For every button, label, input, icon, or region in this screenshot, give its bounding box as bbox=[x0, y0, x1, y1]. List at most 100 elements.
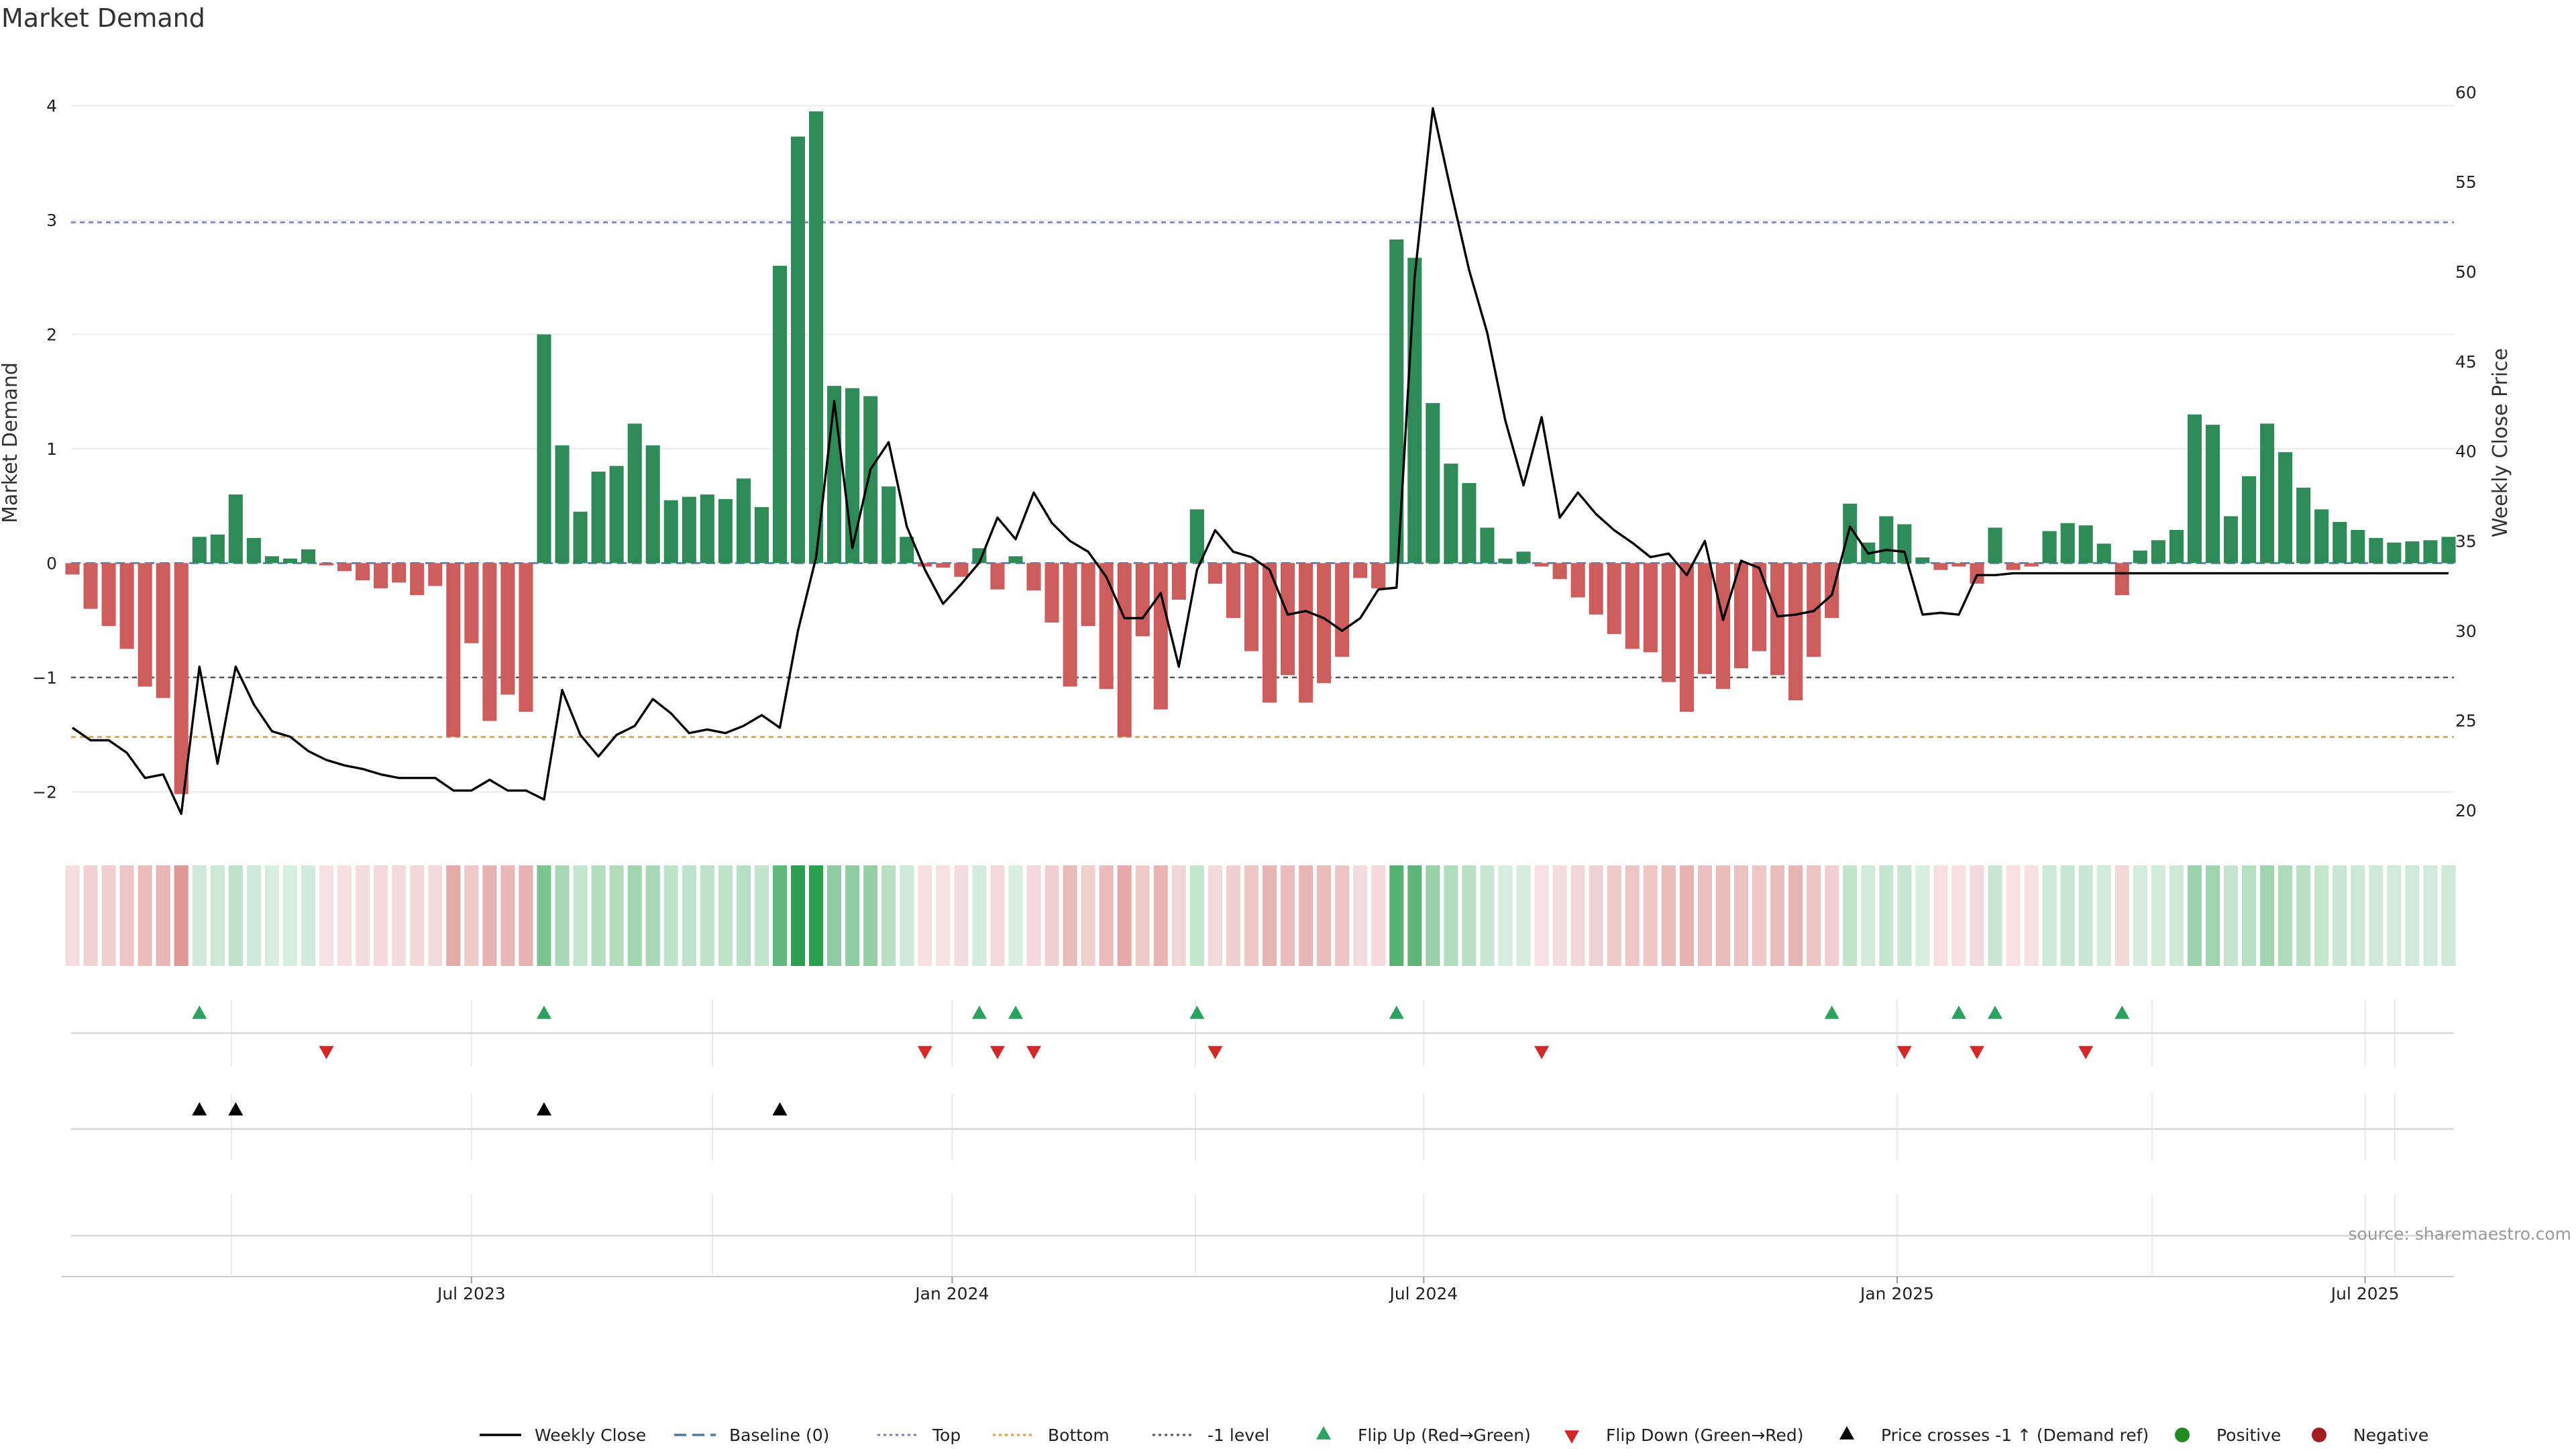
heat-cell bbox=[1607, 865, 1621, 966]
heat-cell bbox=[827, 865, 842, 966]
y2-tick-label: 55 bbox=[2455, 172, 2477, 192]
heat-cell bbox=[682, 865, 696, 966]
price-cross-panel bbox=[71, 1093, 2454, 1161]
demand-bar bbox=[645, 445, 660, 564]
flip-down-marker bbox=[1970, 1046, 1985, 1059]
demand-bar bbox=[2151, 540, 2165, 564]
heat-cell bbox=[2296, 865, 2311, 966]
heat-cell bbox=[645, 865, 660, 966]
heat-cell bbox=[1335, 865, 1350, 966]
heat-cell bbox=[627, 865, 642, 966]
heat-cell bbox=[1244, 865, 1259, 966]
demand-bar bbox=[790, 136, 806, 564]
demand-bars bbox=[65, 111, 2456, 794]
demand-bar bbox=[1752, 563, 1767, 651]
demand-bar bbox=[555, 445, 570, 564]
demand-bar bbox=[174, 563, 189, 794]
demand-bar bbox=[1135, 563, 1150, 637]
heat-cell bbox=[1625, 865, 1640, 966]
heat-cell bbox=[1843, 865, 1858, 966]
heat-cell bbox=[2133, 865, 2147, 966]
flip-up-marker bbox=[971, 1006, 987, 1019]
heat-cell bbox=[119, 865, 134, 966]
heat-cell bbox=[2260, 865, 2275, 966]
demand-bar bbox=[573, 511, 588, 564]
flip-down-marker bbox=[1534, 1046, 1550, 1059]
demand-bar bbox=[1480, 527, 1495, 564]
legend-label: Negative bbox=[2353, 1426, 2428, 1445]
flip-down-marker bbox=[2078, 1046, 2094, 1059]
y2-tick-label: 20 bbox=[2455, 801, 2477, 820]
demand-bar bbox=[1353, 563, 1368, 578]
y-tick-label: 1 bbox=[46, 439, 57, 459]
heat-cell bbox=[1063, 865, 1077, 966]
heat-cell bbox=[1552, 865, 1567, 966]
heat-cell bbox=[1371, 865, 1386, 966]
demand-bar bbox=[319, 563, 334, 566]
legend-label: Positive bbox=[2216, 1426, 2281, 1445]
legend-label: Price crosses -1 ↑ (Demand ref) bbox=[1881, 1426, 2149, 1445]
heat-cell bbox=[918, 865, 932, 966]
heat-cell bbox=[264, 865, 279, 966]
x-tick-label: Jan 2024 bbox=[914, 1284, 989, 1303]
heat-cell bbox=[1788, 865, 1803, 966]
demand-bar bbox=[682, 496, 696, 564]
y-tick-label: 3 bbox=[46, 211, 57, 230]
demand-bar bbox=[410, 563, 425, 596]
heat-cell bbox=[1444, 865, 1458, 966]
demand-bar bbox=[83, 563, 98, 609]
demand-bar bbox=[356, 563, 370, 580]
demand-bar bbox=[2351, 529, 2365, 564]
heat-cell bbox=[954, 865, 969, 966]
demand-bar bbox=[428, 563, 443, 586]
demand-bar bbox=[1099, 563, 1114, 689]
flip-down-marker bbox=[319, 1046, 334, 1059]
heat-cell bbox=[192, 865, 207, 966]
demand-bar bbox=[700, 494, 714, 564]
y2-tick-label: 45 bbox=[2455, 352, 2477, 372]
demand-bar bbox=[1733, 563, 1749, 669]
demand-bar bbox=[772, 266, 788, 564]
heat-cell bbox=[1008, 865, 1023, 966]
heat-cell bbox=[392, 865, 407, 966]
demand-bar bbox=[1226, 563, 1240, 619]
demand-bar bbox=[1498, 558, 1513, 564]
legend-swatch bbox=[2312, 1428, 2326, 1442]
heat-cell bbox=[573, 865, 588, 966]
demand-bar bbox=[2296, 487, 2311, 564]
heat-cell bbox=[2369, 865, 2383, 966]
heat-cell bbox=[845, 865, 860, 966]
demand-bar bbox=[2060, 523, 2075, 564]
demand-bar bbox=[1063, 563, 1077, 687]
y2-tick-label: 40 bbox=[2455, 442, 2477, 462]
demand-bar bbox=[1770, 563, 1785, 676]
heat-cell bbox=[936, 865, 951, 966]
demand-bar bbox=[2278, 452, 2293, 564]
demand-bar bbox=[210, 534, 225, 564]
heat-cell bbox=[482, 865, 497, 966]
demand-bar bbox=[392, 563, 407, 583]
heat-cell bbox=[2169, 865, 2184, 966]
heat-cell bbox=[1226, 865, 1240, 966]
demand-bar bbox=[2169, 529, 2184, 564]
heat-cell bbox=[1915, 865, 1930, 966]
demand-bar bbox=[1407, 258, 1422, 564]
chart-title: Market Demand bbox=[1, 3, 205, 33]
heat-cell bbox=[83, 865, 98, 966]
demand-bar bbox=[863, 396, 878, 564]
flip-down-marker bbox=[989, 1046, 1005, 1059]
heat-cell bbox=[1825, 865, 1839, 966]
heat-cell bbox=[1262, 865, 1277, 966]
demand-bar bbox=[1244, 563, 1259, 651]
heat-cell bbox=[2024, 865, 2039, 966]
demand-bar bbox=[519, 563, 533, 712]
heat-cell bbox=[1733, 865, 1749, 966]
heat-cell bbox=[356, 865, 370, 966]
heat-cell bbox=[2278, 865, 2293, 966]
heat-cell bbox=[537, 865, 551, 966]
y2-tick-label: 30 bbox=[2455, 621, 2477, 641]
demand-bar bbox=[1208, 563, 1222, 584]
reference-lines bbox=[71, 221, 2454, 738]
heat-cell bbox=[2114, 865, 2129, 966]
